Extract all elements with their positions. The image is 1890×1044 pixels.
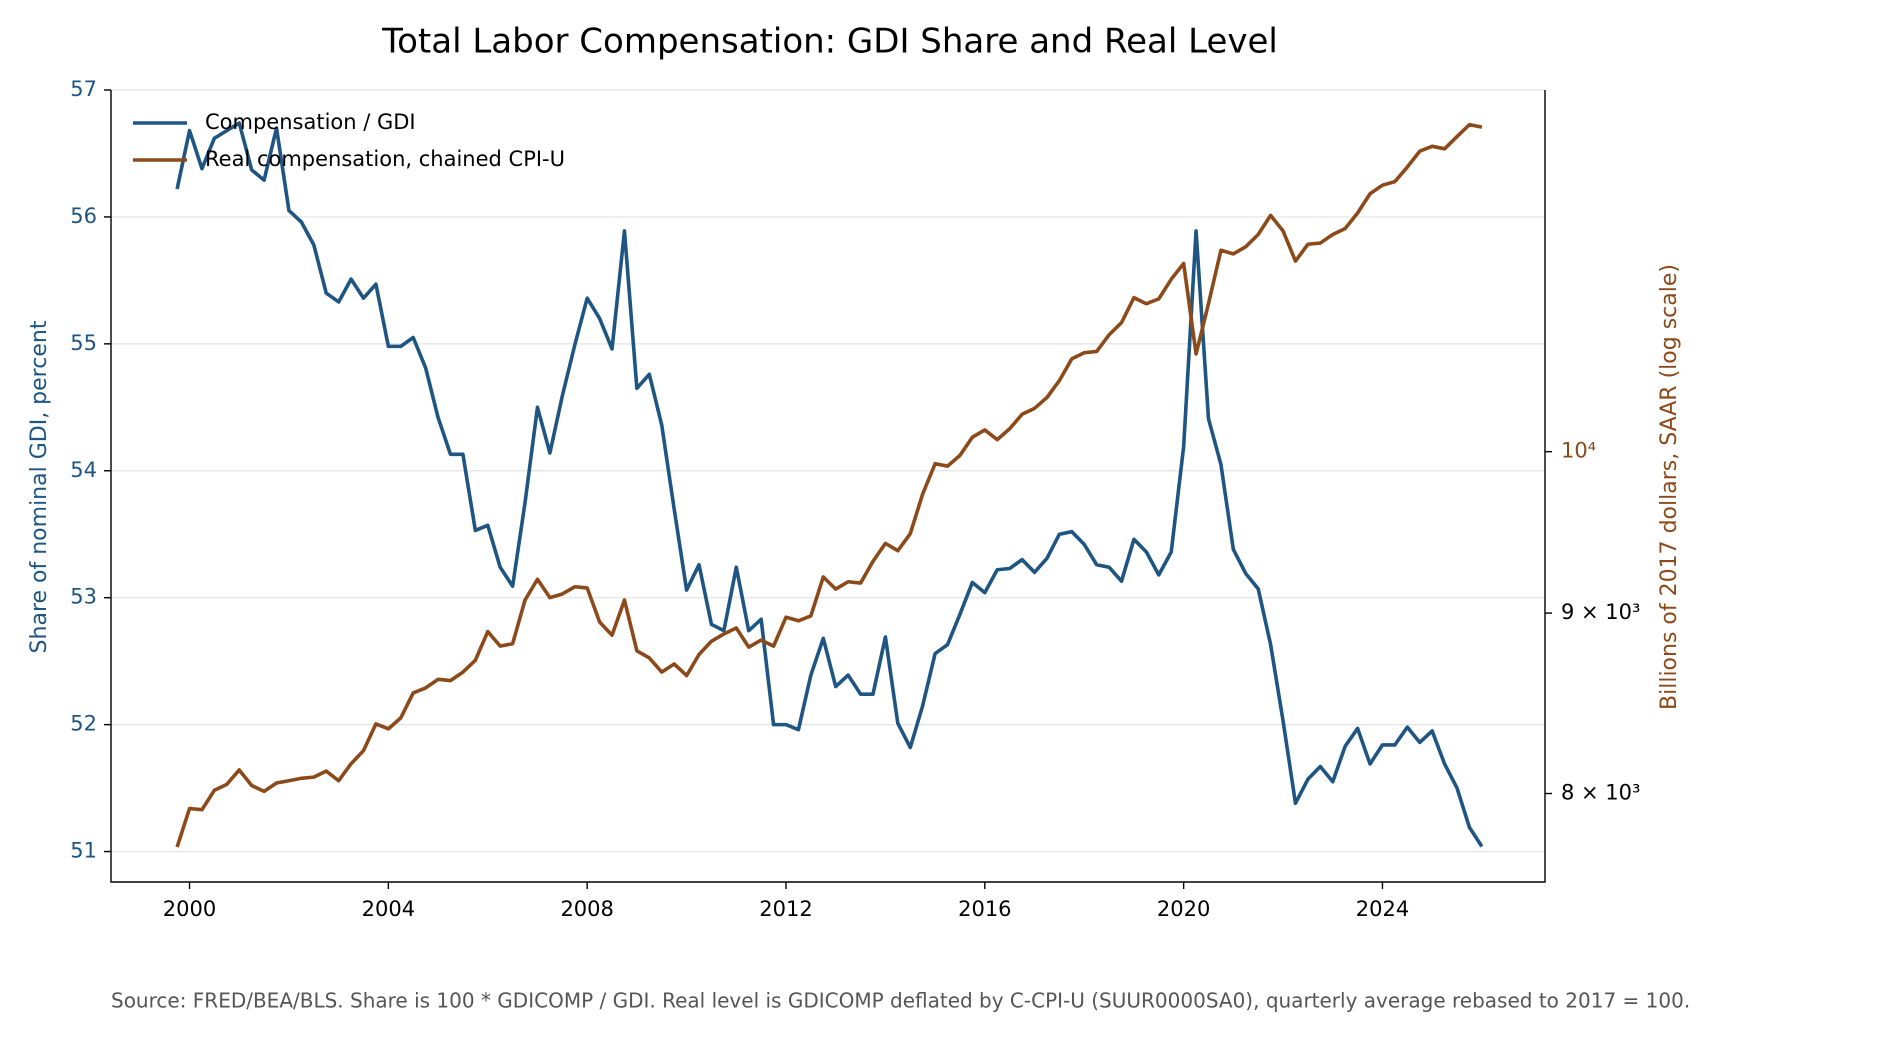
data-line	[175, 121, 1484, 848]
data-line	[175, 122, 1483, 848]
legend-label: Compensation / GDI	[205, 110, 416, 134]
y-tick-label: 55	[70, 331, 97, 355]
y2-tick-label: 9 × 10³	[1561, 600, 1640, 624]
y-tick-label: 57	[70, 77, 97, 101]
source-note: Source: FRED/BEA/BLS. Share is 100 * GDI…	[111, 989, 1690, 1013]
y2-axis-label: Billions of 2017 dollars, SAAR (log scal…	[1657, 264, 1682, 710]
y-tick-label: 53	[70, 585, 97, 609]
chart-title: Total Labor Compensation: GDI Share and …	[381, 22, 1278, 62]
legend-label: Real compensation, chained CPI-U	[205, 147, 565, 171]
x-tick-label: 2024	[1356, 897, 1409, 921]
axes-spines	[110, 90, 1546, 883]
y2-tick-label: 8 × 10³	[1561, 781, 1640, 805]
y-tick-label: 51	[70, 839, 97, 863]
x-tick-label: 2004	[362, 897, 415, 921]
y-axis-label: Share of nominal GDI, percent	[27, 320, 52, 653]
x-tick-label: 2016	[958, 897, 1011, 921]
x-tick-label: 2012	[759, 897, 812, 921]
x-tick-label: 2020	[1157, 897, 1210, 921]
y-tick-label: 56	[70, 204, 97, 228]
y-tick-label: 52	[70, 712, 97, 736]
y-tick-label: 54	[70, 458, 97, 482]
x-tick-label: 2008	[560, 897, 613, 921]
x-tick-label: 2000	[163, 897, 216, 921]
y2-tick-label: 10⁴	[1561, 439, 1596, 463]
